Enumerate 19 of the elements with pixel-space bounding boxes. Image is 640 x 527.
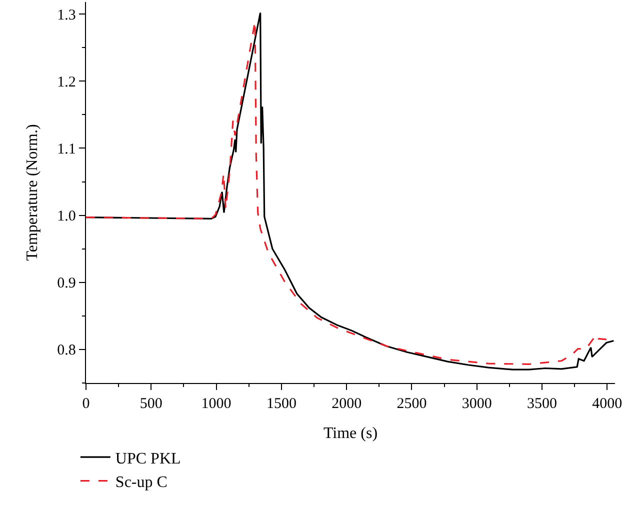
x-tick-label: 3000 xyxy=(462,396,492,412)
x-tick-label: 1500 xyxy=(266,396,296,412)
y-tick-label: 0.9 xyxy=(57,276,76,292)
y-axis-title: Temperature (Norm.) xyxy=(24,124,42,261)
x-tick-label: 4000 xyxy=(592,396,622,412)
y-tick-label: 0.8 xyxy=(57,342,76,359)
x-tick-label: 500 xyxy=(140,396,162,412)
x-tick-label: 0 xyxy=(82,396,90,412)
y-tick-label: 1.3 xyxy=(57,7,76,24)
x-tick-label: 1000 xyxy=(201,396,232,412)
legend-label: UPC PKL xyxy=(115,450,181,468)
y-tick-label: 1.0 xyxy=(57,208,76,225)
x-tick-label: 2500 xyxy=(396,396,427,412)
x-tick-label: 2000 xyxy=(332,396,362,412)
x-axis-title: Time (s) xyxy=(323,424,378,442)
y-tick-label: 1.2 xyxy=(57,74,76,90)
legend-label: Sc-up C xyxy=(115,474,168,492)
x-tick-label: 3500 xyxy=(527,396,558,412)
y-tick-label: 1.1 xyxy=(57,141,76,158)
